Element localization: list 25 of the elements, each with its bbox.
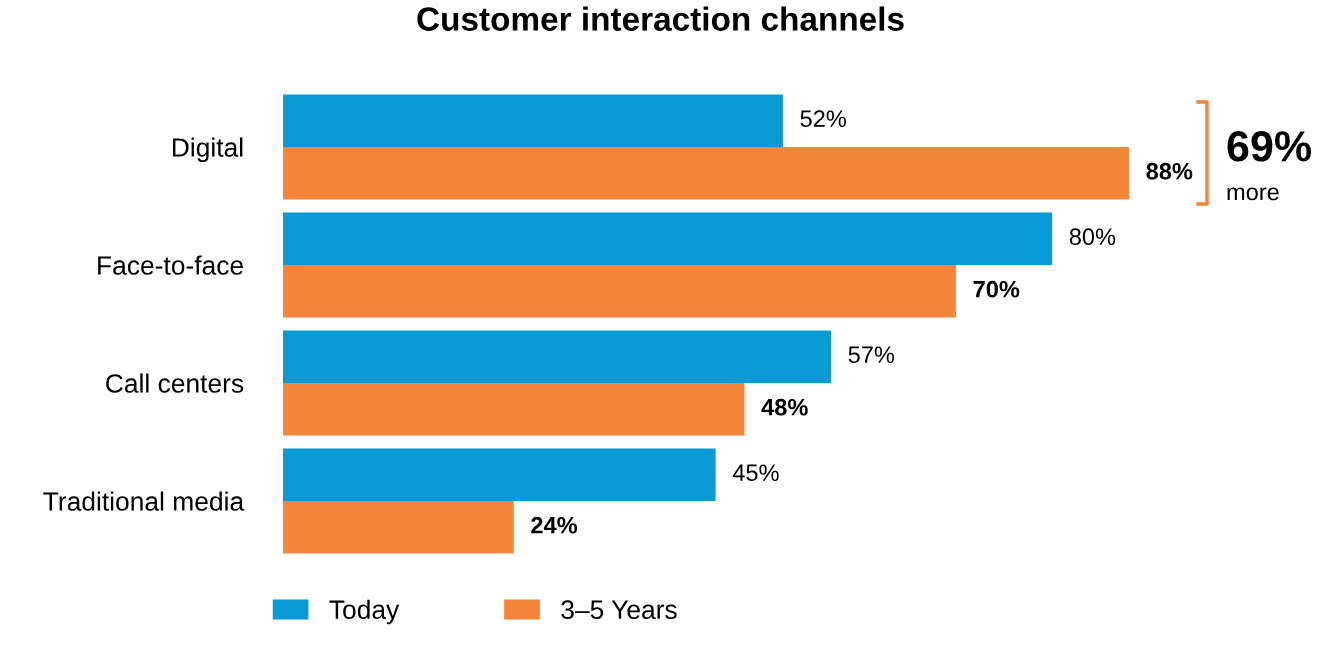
data-label: 57% xyxy=(848,346,895,364)
data-label: 70% xyxy=(973,280,1020,298)
data-label: 88% xyxy=(1146,162,1193,180)
text: more xyxy=(1227,187,1279,201)
bar xyxy=(283,212,1053,265)
bar xyxy=(283,448,716,501)
legend-label: Today xyxy=(329,599,400,625)
y-tick-label: Face-to-face xyxy=(98,255,243,275)
data-label: 80% xyxy=(1069,228,1116,246)
y-tick-label: Traditional media xyxy=(43,491,245,511)
y-tick-label: Call centers xyxy=(106,373,244,393)
y-tick-label: Digital xyxy=(172,137,243,163)
bar xyxy=(283,147,1129,200)
bar xyxy=(283,383,745,436)
bar xyxy=(283,265,956,318)
bar xyxy=(283,94,783,147)
legend-label: 3–5 Years xyxy=(561,600,677,620)
data-label: 24% xyxy=(531,516,578,534)
bar xyxy=(283,501,514,554)
text: 69% xyxy=(1227,131,1312,162)
chart-title: Customer interaction channels xyxy=(417,6,904,31)
data-label: 48% xyxy=(761,398,808,416)
bar xyxy=(283,330,831,383)
data-label: 45% xyxy=(732,464,779,482)
data-label: 52% xyxy=(800,110,846,128)
